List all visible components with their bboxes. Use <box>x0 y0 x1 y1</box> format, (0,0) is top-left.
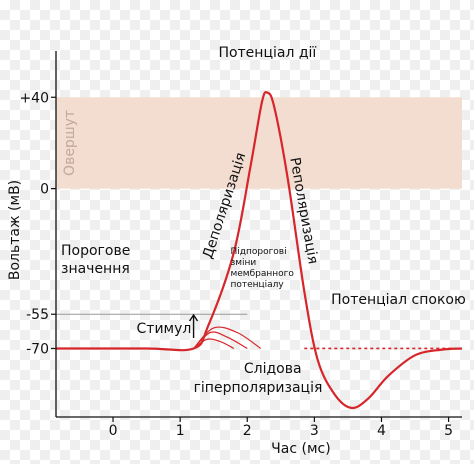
stimulus-arrow-icon <box>188 313 199 338</box>
subthreshold-label-line2: зміни <box>230 258 256 268</box>
afterhyperpolarization-label-line2: гіперполяризація <box>194 380 323 396</box>
x-tick-label: 5 <box>444 423 453 439</box>
x-tick-label: 3 <box>310 423 319 439</box>
x-tick-label: 2 <box>243 423 252 439</box>
subthreshold-curve <box>193 326 262 349</box>
subthreshold-label-line4: потенціалу <box>230 280 284 290</box>
y-axis-label: Вольтаж (мВ) <box>7 180 23 280</box>
overshoot-band <box>56 97 462 189</box>
subthreshold-label-line1: Підпорогові <box>230 247 286 257</box>
action-potential-label: Потенціал дії <box>218 45 316 61</box>
y-tick-label: +40 <box>19 90 49 106</box>
overshoot-label: Овершут <box>62 110 78 176</box>
subthreshold-curve <box>193 338 235 350</box>
stimulus-label: Стимул <box>137 321 192 337</box>
threshold-label-line2: значення <box>61 261 130 277</box>
x-ticks: 0 1 2 3 4 5 <box>109 417 453 439</box>
action-potential-curve <box>55 90 463 410</box>
x-tick-label: 0 <box>109 423 118 439</box>
y-tick-label: 0 <box>40 182 49 198</box>
subthreshold-label-line3: мембранного <box>230 269 294 279</box>
y-ticks: +40 0 -55 -70 <box>19 90 56 357</box>
x-tick-label: 1 <box>176 423 185 439</box>
threshold-label-line1: Порогове <box>61 243 130 259</box>
x-axis-label: Час (мс) <box>271 441 331 457</box>
x-tick-label: 4 <box>377 423 386 439</box>
resting-potential-label: Потенціал спокою <box>331 292 466 308</box>
y-tick-label: -55 <box>26 307 49 323</box>
afterhyperpolarization-label-line1: Слідова <box>244 361 302 377</box>
y-tick-label: -70 <box>26 341 49 357</box>
subthreshold-curves <box>193 326 262 350</box>
